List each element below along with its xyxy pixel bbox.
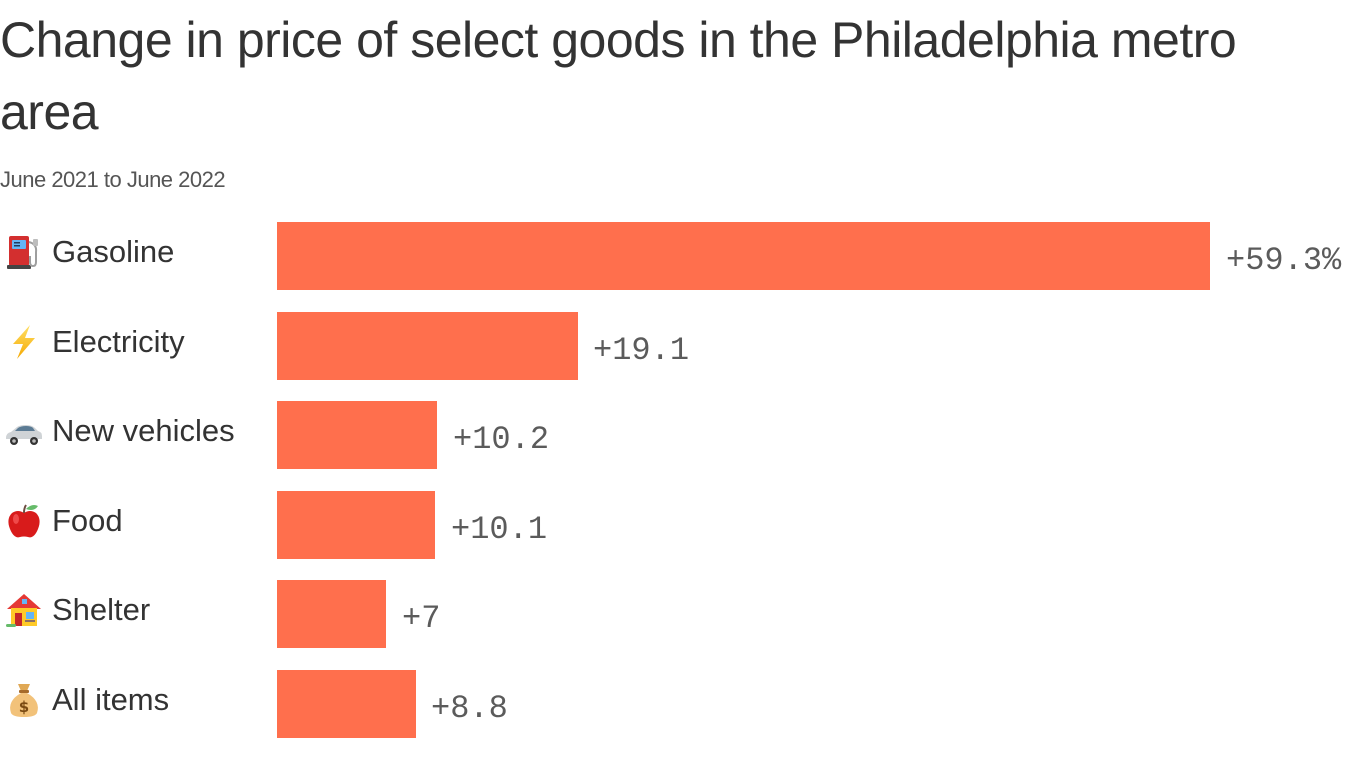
bar: [277, 491, 435, 559]
row-label: Electricity: [4, 308, 274, 376]
row-label: Gasoline: [4, 218, 274, 286]
row-label-text: Gasoline: [52, 234, 175, 269]
row-label-text: All items: [52, 682, 170, 717]
chart-subtitle: June 2021 to June 2022: [0, 167, 226, 192]
bar-row-new-vehicles: New vehicles +10.2: [0, 401, 1366, 469]
value-label: +8.8: [431, 689, 508, 727]
bar-row-all-items: $ All items +8.8: [0, 670, 1366, 738]
value-label: +19.1: [593, 331, 690, 369]
row-label: $ All items: [4, 666, 274, 734]
row-label-text: New vehicles: [52, 413, 235, 448]
value-label: +10.1: [451, 510, 548, 548]
bar-row-electricity: Electricity +19.1: [0, 312, 1366, 380]
bar: [277, 222, 1210, 290]
bar: [277, 312, 578, 380]
bar: [277, 401, 437, 469]
bar-row-shelter: Shelter +7: [0, 580, 1366, 648]
money-bag-icon: $: [4, 680, 44, 720]
value-label: +59.3%: [1226, 241, 1342, 279]
row-label-text: Shelter: [52, 592, 151, 627]
fuel-pump-icon: [4, 232, 44, 272]
row-label: New vehicles: [4, 397, 274, 465]
bar-row-gasoline: Gasoline +59.3%: [0, 222, 1366, 290]
chart-title: Change in price of select goods in the P…: [0, 12, 1237, 140]
row-label-text: Food: [52, 503, 123, 538]
lightning-icon: [4, 322, 44, 362]
bar: [277, 580, 386, 648]
bar: [277, 670, 416, 738]
row-label: Food: [4, 487, 274, 555]
house-icon: [4, 590, 44, 630]
apple-icon: [4, 501, 44, 541]
value-label: +7: [402, 599, 441, 637]
bar-row-food: Food +10.1: [0, 491, 1366, 559]
row-label: Shelter: [4, 576, 274, 644]
row-label-text: Electricity: [52, 324, 185, 359]
value-label: +10.2: [453, 420, 550, 458]
svg-text:$: $: [19, 698, 29, 716]
car-icon: [4, 411, 44, 451]
